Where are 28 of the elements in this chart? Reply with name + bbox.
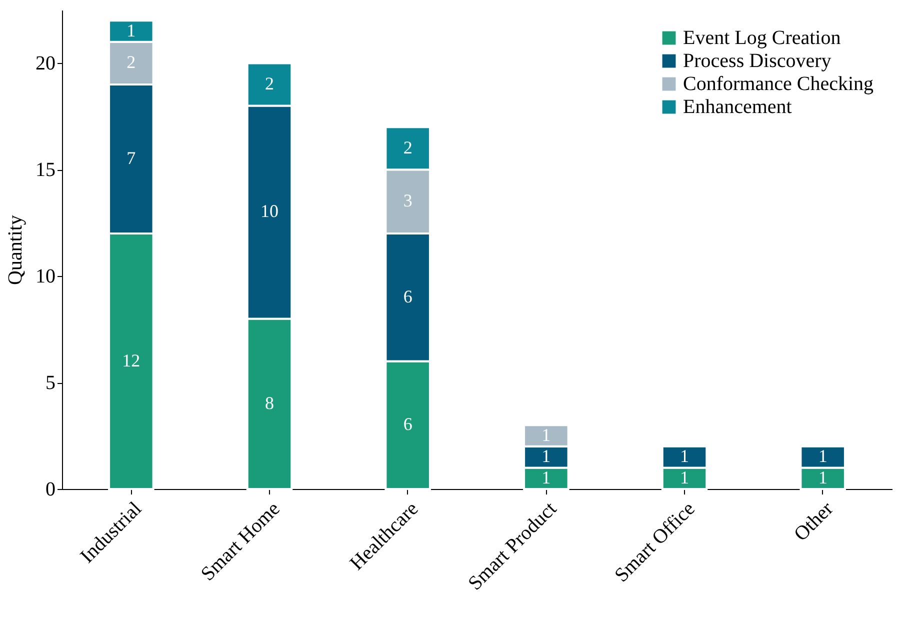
data-label: 1 [818,467,828,488]
data-label: 7 [126,148,136,168]
data-label: 1 [542,424,551,445]
data-label: 6 [403,286,412,306]
data-label: 1 [126,20,136,40]
data-label: 1 [680,467,689,488]
legend-label: Process Discovery [683,50,832,72]
data-label: 10 [260,201,278,222]
data-label: 1 [542,467,551,488]
y-axis-title: Quantity [4,215,26,285]
data-label: 2 [265,74,274,94]
data-label: 1 [680,446,689,466]
data-label: 2 [403,137,412,158]
data-label: 3 [403,190,412,211]
data-label: 1 [542,446,551,466]
y-tick-label: 20 [36,52,56,75]
data-label: 1 [818,446,828,466]
data-label: 12 [122,350,140,370]
y-tick-label: 5 [46,372,56,394]
legend-label: Event Log Creation [683,27,841,49]
data-label: 8 [265,392,274,413]
data-label: 2 [126,52,136,72]
y-tick-label: 0 [46,478,56,500]
data-label: 6 [403,414,412,434]
y-tick-label: 10 [36,266,56,288]
legend-label: Enhancement [683,96,792,118]
legend-label: Conformance Checking [683,73,874,95]
y-tick-label: 15 [36,159,56,182]
